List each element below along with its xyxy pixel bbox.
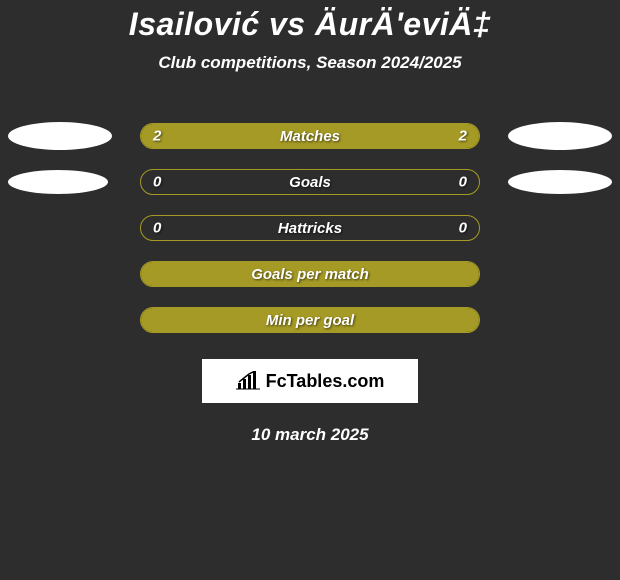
player-right-ellipse: [508, 122, 612, 150]
stat-row: 0 0 Goals: [0, 159, 620, 205]
player-left-ellipse: [8, 170, 108, 194]
stat-pill: 0 0 Goals: [140, 169, 480, 195]
stat-label: Goals per match: [251, 266, 369, 283]
stat-pill: Min per goal: [140, 307, 480, 333]
chart-icon: [236, 371, 260, 391]
stat-value-left: 2: [153, 128, 161, 145]
stat-value-left: 0: [153, 220, 161, 237]
stat-label: Goals: [289, 174, 331, 191]
stat-pill: Goals per match: [140, 261, 480, 287]
stat-row: Min per goal: [0, 297, 620, 343]
player-left-ellipse: [8, 122, 112, 150]
stat-label: Matches: [280, 128, 340, 145]
logo-box: FcTables.com: [202, 359, 418, 403]
stat-value-left: 0: [153, 174, 161, 191]
stat-rows: 2 2 Matches 0 0 Goals 0 0 Hattricks Goals per mat…: [0, 113, 620, 343]
stat-pill: 2 2 Matches: [140, 123, 480, 149]
stat-value-right: 2: [459, 128, 467, 145]
stat-row: Goals per match: [0, 251, 620, 297]
stat-label: Hattricks: [278, 220, 342, 237]
logo-text: FcTables.com: [266, 371, 385, 392]
stat-value-right: 0: [459, 174, 467, 191]
stat-row: 0 0 Hattricks: [0, 205, 620, 251]
stat-label: Min per goal: [266, 312, 354, 329]
stat-row: 2 2 Matches: [0, 113, 620, 159]
player-right-ellipse: [508, 170, 612, 194]
comparison-widget: Isailović vs ÄurÄ'eviÄ‡ Club competition…: [0, 0, 620, 580]
stat-pill: 0 0 Hattricks: [140, 215, 480, 241]
date-text: 10 march 2025: [0, 425, 620, 445]
subtitle: Club competitions, Season 2024/2025: [0, 53, 620, 73]
page-title: Isailović vs ÄurÄ'eviÄ‡: [0, 6, 620, 43]
stat-value-right: 0: [459, 220, 467, 237]
